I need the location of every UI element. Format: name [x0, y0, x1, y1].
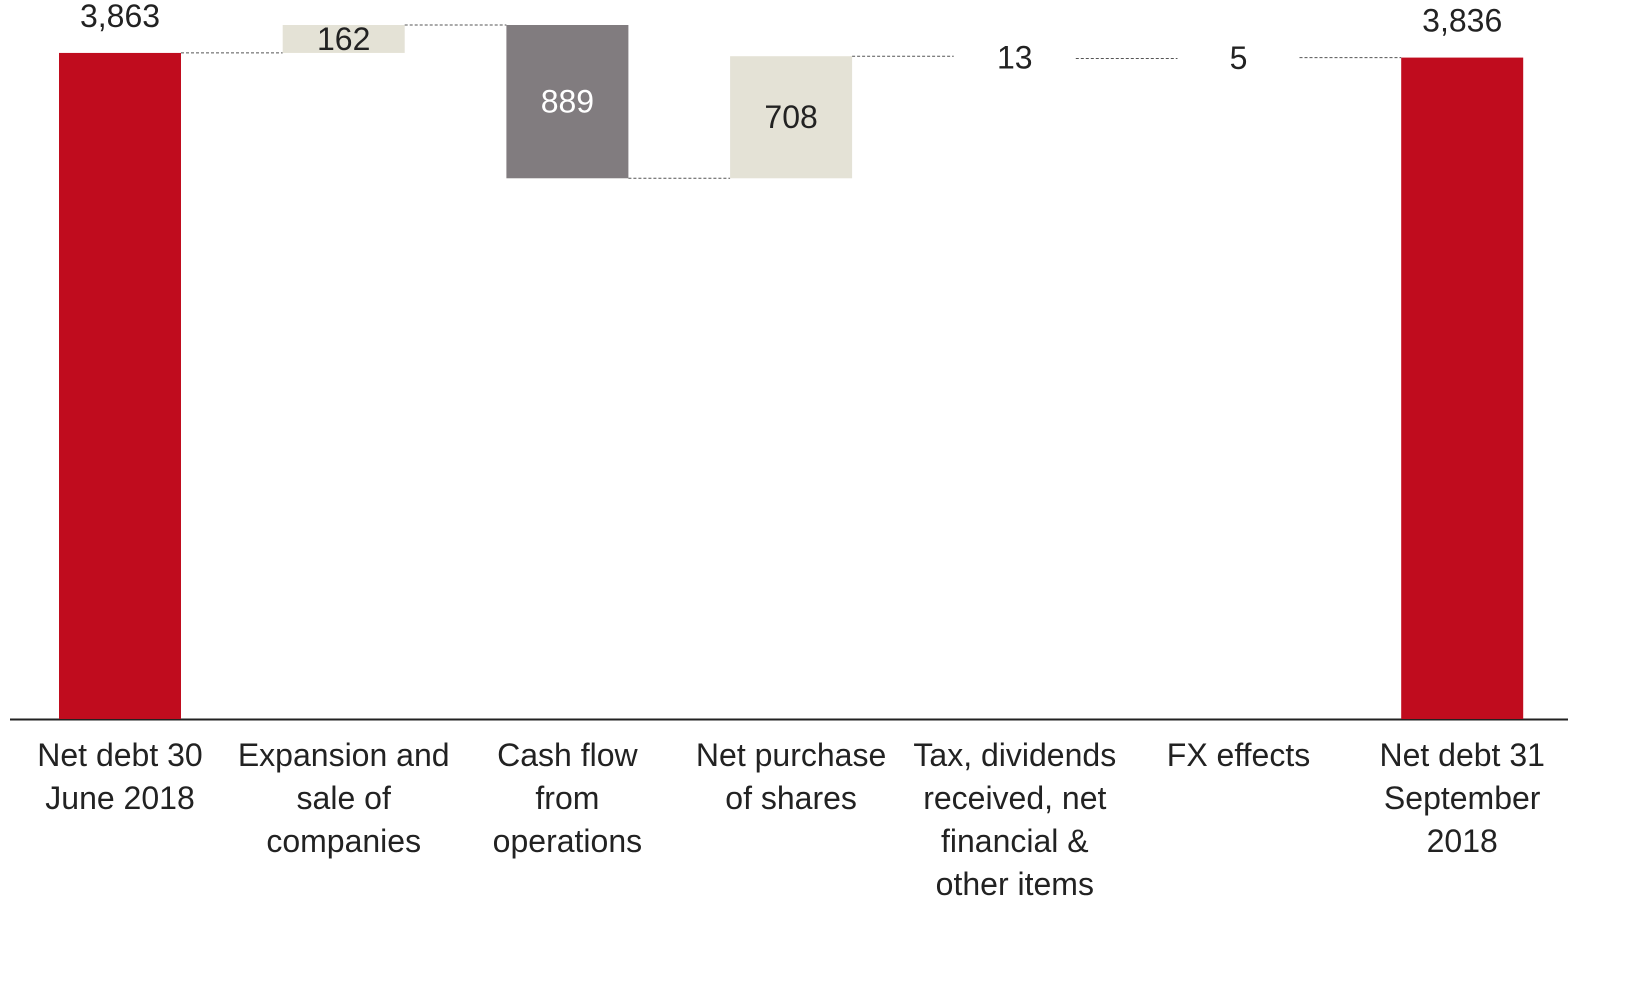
bar — [1401, 57, 1524, 719]
bar — [953, 56, 1076, 59]
x-tick-label: FX effects — [1167, 737, 1310, 773]
x-tick-label: Expansion and sale of companies — [238, 737, 450, 859]
value-label: 162 — [317, 21, 370, 57]
bar — [1177, 57, 1300, 59]
value-label: 708 — [764, 99, 817, 135]
x-tick-label: Net debt 30 June 2018 — [37, 737, 202, 816]
value-label: 3,836 — [1422, 3, 1502, 39]
x-tick-label: Net purchase of shares — [696, 737, 886, 816]
value-label: 3,863 — [80, 0, 160, 34]
x-tick-label: Net debt 31 September 2018 — [1379, 737, 1544, 859]
bar — [59, 52, 181, 719]
bar — [282, 25, 405, 53]
x-tick-label: Tax, dividends received, net financial & ot… — [913, 737, 1116, 902]
value-label: 5 — [1230, 40, 1248, 76]
x-tick-label: Cash flow from operations — [493, 737, 642, 859]
value-label: 889 — [541, 84, 594, 120]
value-label: 13 — [997, 39, 1033, 75]
bar — [506, 25, 629, 179]
bar — [730, 56, 853, 179]
